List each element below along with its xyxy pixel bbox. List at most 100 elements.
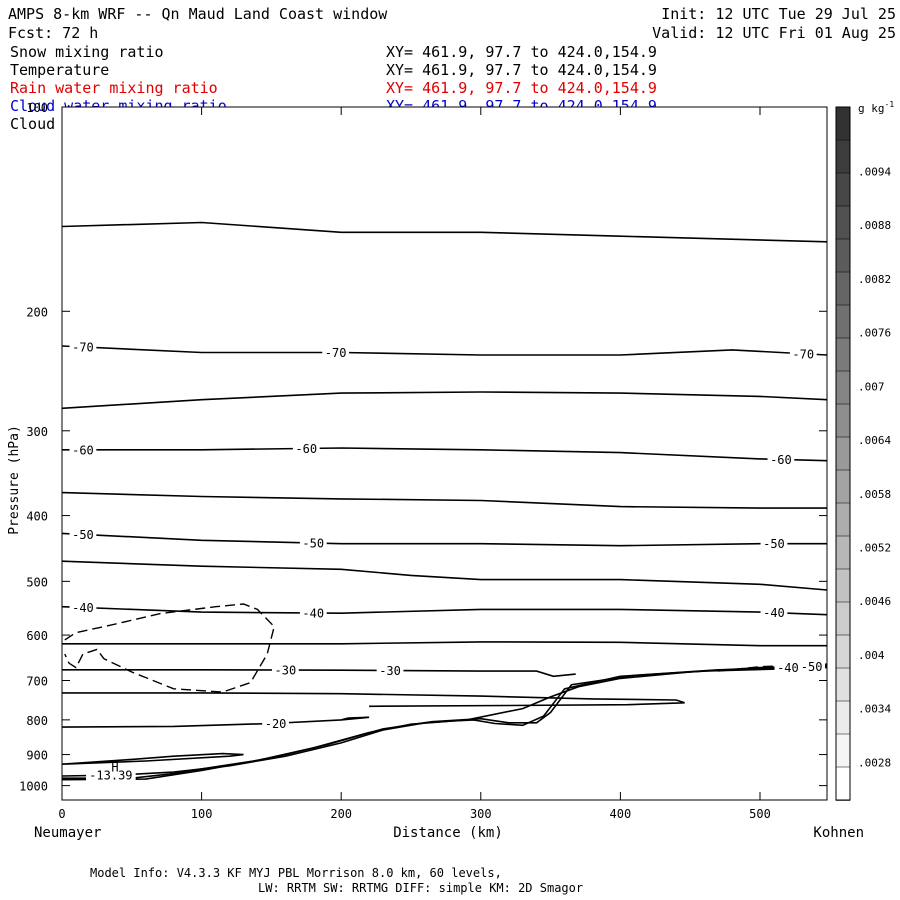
y-tick-label: 900 bbox=[26, 749, 48, 763]
contour-label-bg bbox=[322, 345, 350, 360]
contour-label: -40 bbox=[72, 601, 94, 615]
contour-label-bg bbox=[760, 536, 788, 551]
y-tick-label: 100 bbox=[26, 101, 48, 115]
contour-label: -50 bbox=[763, 537, 785, 551]
colorbar-label: .0094 bbox=[858, 165, 891, 178]
contour-label: -20 bbox=[265, 717, 287, 731]
isotherm-line bbox=[61, 605, 828, 616]
contour-label: -60 bbox=[295, 442, 317, 456]
isotherm-line bbox=[62, 447, 828, 462]
colorbar-segment bbox=[835, 370, 851, 405]
contour-label: -50 bbox=[801, 660, 823, 674]
colorbar-segment bbox=[835, 205, 851, 240]
contour-label-bg bbox=[798, 659, 826, 674]
x-tick-label: 500 bbox=[749, 807, 771, 821]
y-tick-label: 600 bbox=[26, 629, 48, 643]
colorbar-segment bbox=[835, 271, 851, 306]
colorbar-segment bbox=[835, 172, 851, 207]
contour-label: -50 bbox=[302, 536, 324, 550]
isotherm-line bbox=[61, 391, 828, 410]
colorbar-label: .0076 bbox=[858, 327, 891, 340]
x-tick-label: 0 bbox=[58, 807, 65, 821]
colorbar-label: .0088 bbox=[858, 219, 891, 232]
y-tick-label: 400 bbox=[26, 510, 48, 524]
field-name: Rain water mixing ratio bbox=[10, 79, 218, 97]
isotherm-line bbox=[62, 669, 576, 678]
colorbar-segment bbox=[835, 502, 851, 537]
contour-label-bg bbox=[774, 660, 802, 675]
colorbar-segment bbox=[835, 634, 851, 669]
colorbar-segment bbox=[835, 139, 851, 174]
contour-label-bg bbox=[299, 535, 327, 550]
contour-label: -50 bbox=[72, 528, 94, 542]
field-name: Snow mixing ratio bbox=[10, 43, 164, 61]
colorbar-segment bbox=[835, 667, 851, 702]
colorbar-label: .0082 bbox=[858, 273, 891, 286]
isotherm-line bbox=[62, 692, 685, 708]
contour-label: -30 bbox=[379, 664, 401, 678]
contour-label: -70 bbox=[72, 340, 94, 354]
contour-label: -60 bbox=[72, 443, 94, 457]
contour-label: -13.39 bbox=[89, 769, 132, 783]
colorbar-segment bbox=[835, 700, 851, 735]
contour-label-bg bbox=[767, 452, 795, 467]
contour-label-bg bbox=[760, 605, 788, 620]
x-tick-label: 300 bbox=[470, 807, 492, 821]
y-tick-label: 700 bbox=[26, 675, 48, 689]
contour-label-bg bbox=[299, 605, 327, 620]
isotherm-line bbox=[61, 665, 828, 781]
field-xy: XY= 461.9, 97.7 to 424.0,154.9 bbox=[386, 79, 657, 97]
contour-label-bg bbox=[292, 441, 320, 456]
colorbar-segment bbox=[835, 766, 851, 801]
snow-mixing-contour bbox=[64, 603, 275, 693]
colorbar: .0094 .0088 .0082 .0076 .007 .0064 .0058 .0052.… bbox=[835, 106, 891, 801]
colorbar-segment bbox=[835, 304, 851, 339]
colorbar-segment bbox=[835, 469, 851, 504]
contour-label: -30 bbox=[275, 664, 297, 678]
chart-title: AMPS 8-km WRF -- Qn Maud Land Coast wind… bbox=[8, 5, 388, 23]
field-name: Temperature bbox=[10, 61, 109, 79]
isotherm-line bbox=[61, 532, 827, 547]
model-info-line2: LW: RRTM SW: RRTMG DIFF: simple KM: 2D S… bbox=[258, 881, 583, 895]
contour-label: -40 bbox=[763, 606, 785, 620]
colorbar-segment bbox=[835, 106, 851, 141]
isotherm-line bbox=[61, 560, 828, 591]
x-tick-label: 400 bbox=[610, 807, 632, 821]
x-tick-label: 200 bbox=[330, 807, 352, 821]
contour-label-bg bbox=[69, 527, 97, 542]
contour-label-bg bbox=[271, 663, 299, 678]
colorbar-segment bbox=[835, 337, 851, 372]
isotherm-line bbox=[61, 221, 828, 243]
y-axis-label: Pressure (hPa) bbox=[7, 425, 22, 535]
plot-area: 100 200 300 400 500 600 700 800 900 1000 0 100 200 30… bbox=[19, 101, 828, 821]
colorbar-label: .0046 bbox=[858, 595, 891, 608]
contour-label: -70 bbox=[325, 346, 347, 360]
init-time: Init: 12 UTC Tue 29 Jul 25 bbox=[661, 5, 896, 23]
colorbar-segment bbox=[835, 601, 851, 636]
colorbar-label: .004 bbox=[858, 649, 885, 662]
colorbar-segment bbox=[835, 535, 851, 570]
right-endpoint-label: Kohnen bbox=[813, 825, 864, 841]
isotherm-line bbox=[61, 752, 244, 765]
colorbar-label: .0034 bbox=[858, 703, 891, 716]
valid-time: Valid: 12 UTC Fri 01 Aug 25 bbox=[652, 24, 896, 42]
colorbar-segment bbox=[835, 238, 851, 273]
x-tick-label: 100 bbox=[191, 807, 213, 821]
contour-label-bg bbox=[69, 339, 97, 354]
colorbar-segment bbox=[835, 436, 851, 471]
contour-label-bg bbox=[86, 768, 136, 783]
colorbar-label: .0052 bbox=[858, 542, 891, 555]
colorbar-label: .0064 bbox=[858, 434, 891, 447]
colorbar-label: .007 bbox=[858, 380, 885, 393]
x-axis-label: Distance (km) bbox=[393, 825, 503, 841]
field-xy: XY= 461.9, 97.7 to 424.0,154.9 bbox=[386, 61, 657, 79]
y-tick-label: 800 bbox=[26, 714, 48, 728]
field-xy: XY= 461.9, 97.7 to 424.0,154.9 bbox=[386, 43, 657, 61]
y-tick-label: 500 bbox=[26, 575, 48, 589]
contour-label-bg bbox=[69, 600, 97, 615]
colorbar-segment bbox=[835, 403, 851, 438]
contour-label: -40 bbox=[302, 606, 324, 620]
colorbar-label: .0028 bbox=[858, 756, 891, 769]
contour-label: -40 bbox=[777, 661, 799, 675]
